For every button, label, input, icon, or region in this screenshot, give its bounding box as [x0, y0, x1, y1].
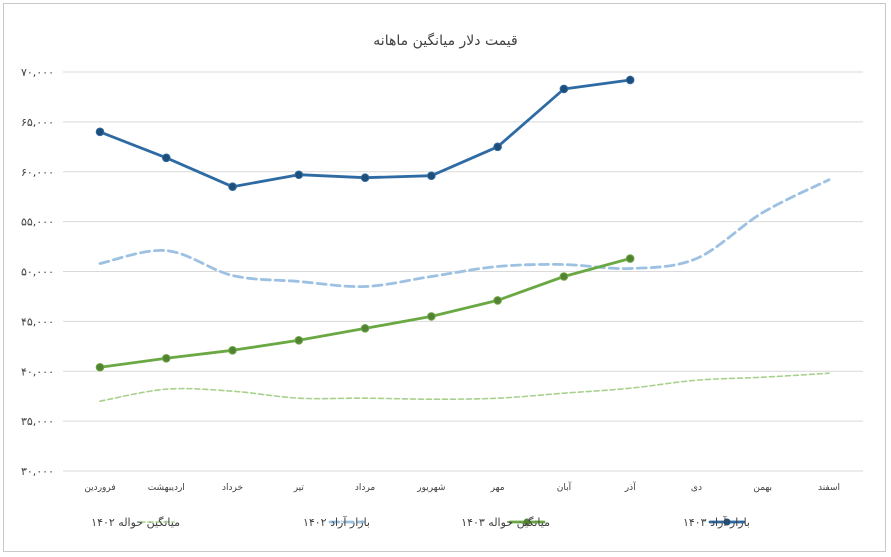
data-point: [360, 173, 370, 183]
y-tick-label: ۵۵,۰۰۰: [21, 216, 54, 229]
y-tick-label: ۶۰,۰۰۰: [21, 166, 54, 179]
series-line: [98, 178, 831, 288]
legend-label: میانگین حواله ۱۴۰۲: [91, 516, 180, 529]
data-point: [95, 362, 105, 372]
series-lines: [95, 75, 831, 402]
legend-label: بازار آزاد ۱۴۰۲: [303, 515, 370, 529]
data-point: [559, 272, 569, 281]
legend-entry: میانگین حواله ۱۴۰۲: [91, 516, 180, 529]
legend: بازار آزاد ۱۴۰۳ میانگین حواله ۱۴۰۳ بازار آ…: [91, 515, 750, 529]
data-point: [294, 336, 304, 345]
data-point: [625, 254, 635, 263]
series-line: [98, 78, 632, 189]
y-axis: ۳۰,۰۰۰ ۳۵,۰۰۰ ۴۰,۰۰۰ ۴۵,۰۰۰ ۵۰,۰۰۰ ۵۵,۰۰۰ ۶۰,۰…: [21, 66, 54, 478]
x-tick-label: اردیبهشت: [148, 483, 185, 493]
x-tick-label: فروردین: [84, 483, 115, 493]
x-tick-label: تیر: [293, 483, 305, 493]
y-tick-label: ۳۵,۰۰۰: [21, 415, 54, 428]
x-tick-label: خرداد: [222, 483, 243, 493]
data-point: [427, 171, 436, 181]
data-point: [493, 142, 502, 152]
data-point: [161, 353, 171, 363]
legend-entry: میانگین حواله ۱۴۰۳: [461, 516, 550, 529]
chart-frame: [3, 3, 886, 552]
data-point: [559, 84, 569, 94]
series-line: [99, 372, 830, 402]
data-point: [493, 296, 502, 305]
x-tick-label: دی: [691, 483, 702, 493]
x-tick-label: آبان: [557, 481, 572, 493]
legend-label: بازار آزاد ۱۴۰۳: [683, 515, 750, 529]
series-line: [98, 257, 632, 369]
x-tick-label: اسفند: [818, 483, 840, 493]
legend-marker: [723, 518, 731, 526]
data-point: [427, 312, 436, 321]
x-axis: فروردین اردیبهشت خرداد تیر مرداد شهریور مهر آبا…: [84, 481, 840, 493]
y-tick-label: ۴۰,۰۰۰: [21, 365, 54, 378]
data-point: [294, 170, 304, 180]
x-tick-label: بهمن: [753, 483, 772, 493]
data-point: [360, 324, 370, 333]
data-point: [228, 346, 237, 355]
grid-lines: [63, 71, 863, 472]
y-tick-label: ۶۵,۰۰۰: [21, 116, 54, 129]
x-tick-label: آذر: [624, 481, 636, 493]
data-point: [625, 75, 635, 85]
data-point: [161, 153, 171, 163]
data-point: [95, 127, 105, 137]
legend-entry: بازار آزاد ۱۴۰۲: [303, 515, 370, 529]
data-point: [228, 182, 237, 192]
legend-marker: [523, 518, 531, 526]
y-tick-label: ۷۰,۰۰۰: [21, 66, 54, 79]
y-tick-label: ۵۰,۰۰۰: [21, 266, 54, 279]
x-tick-label: مهر: [490, 483, 505, 493]
y-tick-label: ۴۵,۰۰۰: [21, 315, 54, 328]
legend-label: میانگین حواله ۱۴۰۳: [461, 516, 550, 529]
x-tick-label: مرداد: [355, 483, 375, 493]
legend-entry: بازار آزاد ۱۴۰۳: [683, 515, 750, 529]
x-tick-label: شهریور: [416, 483, 445, 493]
chart-title: قیمت دلار میانگین ماهانه: [373, 33, 518, 49]
y-tick-label: ۳۰,۰۰۰: [21, 465, 54, 478]
